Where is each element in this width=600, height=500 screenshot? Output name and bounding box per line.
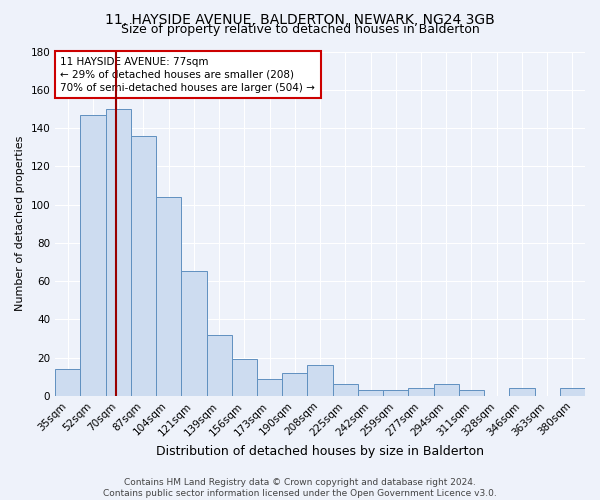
Bar (156, 197, 181, 396)
Bar (106, 109, 131, 396)
Bar (181, 272, 206, 396)
Bar (509, 388, 535, 396)
Bar (332, 384, 358, 396)
X-axis label: Distribution of detached houses by size in Balderton: Distribution of detached houses by size … (156, 444, 484, 458)
Bar (434, 384, 459, 396)
Text: 11, HAYSIDE AVENUE, BALDERTON, NEWARK, NG24 3GB: 11, HAYSIDE AVENUE, BALDERTON, NEWARK, N… (105, 12, 495, 26)
Y-axis label: Number of detached properties: Number of detached properties (15, 136, 25, 312)
Bar (55, 369, 80, 396)
Text: Size of property relative to detached houses in Balderton: Size of property relative to detached ho… (121, 22, 479, 36)
Bar (232, 360, 257, 396)
Bar (282, 373, 307, 396)
Bar (358, 390, 383, 396)
Bar (257, 378, 282, 396)
Bar (459, 390, 484, 396)
Bar (383, 390, 409, 396)
Text: Contains HM Land Registry data © Crown copyright and database right 2024.
Contai: Contains HM Land Registry data © Crown c… (103, 478, 497, 498)
Bar (307, 365, 332, 396)
Text: 11 HAYSIDE AVENUE: 77sqm
← 29% of detached houses are smaller (208)
70% of semi-: 11 HAYSIDE AVENUE: 77sqm ← 29% of detach… (61, 56, 316, 93)
Bar (560, 388, 585, 396)
Bar (80, 114, 106, 396)
Bar (409, 388, 434, 396)
Bar (131, 136, 156, 396)
Bar (206, 334, 232, 396)
